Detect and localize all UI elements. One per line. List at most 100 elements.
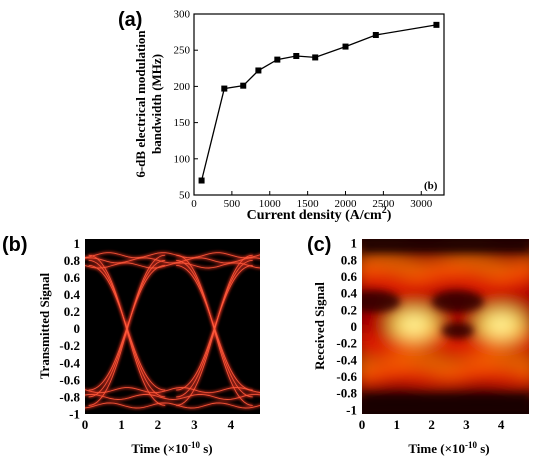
chart-a-y-axis-label-line2: bandwidth (MHz)	[149, 54, 164, 154]
chart-c-density-band	[362, 268, 529, 293]
chart-b-transition-trace	[264, 255, 341, 405]
chart-b-y-tick-label: -0.6	[59, 372, 80, 387]
chart-a-x-tick-label: 500	[224, 198, 241, 210]
chart-a-x-tick-label: 3000	[410, 198, 433, 210]
chart-b-transition-trace	[176, 259, 253, 398]
chart-a-y-axis-label-line1: 6-dB electrical modulation	[133, 30, 148, 178]
chart-c-x-tick-label: 3	[463, 417, 470, 432]
chart-b-x-tick-label: 1	[118, 417, 125, 432]
chart-b-level-trace	[85, 257, 260, 264]
chart-b-x-tick-label: 3	[191, 417, 198, 432]
chart-c-y-tick-label: -0.6	[336, 369, 357, 384]
chart-c-y-tick-label: 1	[351, 236, 358, 251]
chart-b-transition-glow	[264, 255, 341, 405]
chart-c-density-band	[362, 366, 529, 391]
chart-b-transition-trace	[264, 260, 341, 397]
chart-a-series-line	[200, 24, 437, 181]
chart-b-x-tick-label: 0	[82, 417, 89, 432]
chart-c-bottom-dark	[362, 394, 529, 414]
chart-b-transition-glow	[264, 260, 341, 397]
chart-b-eye-traces-sharp	[85, 252, 341, 409]
chart-b-x-axis-label: Time (×10-10 s)	[131, 440, 212, 456]
chart-a-y-tick-label: 100	[174, 153, 191, 165]
chart-c-density-blur	[362, 249, 529, 392]
chart-a-y-tick-label: 150	[174, 117, 191, 129]
chart-b-y-tick-label: -0.4	[59, 355, 80, 370]
chart-a-data-point	[433, 21, 440, 28]
chart-b-y-axis-label: Transmitted Signal	[37, 272, 52, 379]
chart-b-y-tick-label: 1	[74, 236, 81, 251]
chart-b-transition-glow	[264, 260, 341, 397]
chart-a-y-axis-label: 6-dB electrical modulation bandwidth (MH…	[133, 30, 164, 178]
chart-b-x-tick-label: 4	[228, 417, 235, 432]
chart-c-x-tick-label: 2	[428, 417, 435, 432]
chart-b-transition-trace	[264, 255, 341, 405]
chart-b-transition-trace	[264, 265, 341, 390]
chart-a: 50 100 150 200 250 300 0 500 1000 1500 2000 2500 30…	[133, 9, 445, 223]
chart-b-transition-glow	[264, 265, 341, 390]
chart-c-eye-opening	[362, 290, 401, 313]
chart-a-y-tick-label: 50	[179, 190, 191, 202]
chart-b-y-tick-label: -1	[69, 407, 80, 422]
panel-b-label: (b)	[2, 234, 28, 256]
chart-c-crossing-core	[487, 315, 516, 334]
chart-b-y-tick-label: 0.2	[64, 304, 80, 319]
chart-a-data-point	[312, 54, 319, 61]
chart-c-x-axis-label: Time (×10-10 s)	[408, 440, 489, 456]
chart-c-y-tick-label: 0.8	[341, 252, 358, 267]
chart-a-x-tick-label: 2500	[372, 198, 395, 210]
chart-a-data-point	[255, 67, 262, 74]
chart-c-y-tick-label: 0.6	[341, 269, 358, 284]
chart-b-transition-trace	[88, 254, 166, 406]
chart-a-data-point	[342, 43, 349, 50]
chart-a-x-tick-label: 0	[191, 198, 197, 210]
chart-a-x-tick-label: 1500	[297, 198, 320, 210]
chart-c-eye-opening	[441, 322, 474, 339]
chart-a-y-tick-label: 300	[174, 9, 191, 21]
chart-c-density-band	[362, 351, 529, 377]
chart-a-x-tick-label: 2000	[335, 198, 358, 210]
chart-b-y-tick-label: -0.2	[59, 338, 80, 353]
chart-c-y-tick-label: -1	[346, 402, 357, 417]
chart-c-top-dark	[362, 239, 529, 252]
chart-b-transition-trace	[88, 259, 166, 398]
chart-c-y-tick-label: 0.2	[341, 302, 357, 317]
chart-a-y-tick-label: 200	[174, 81, 191, 93]
chart-c-crossing-core	[400, 315, 429, 334]
chart-b-x-tick-label: 2	[155, 417, 162, 432]
chart-c-y-tick-label: 0.4	[341, 286, 358, 301]
chart-b-level-trace	[85, 252, 260, 259]
chart-b-y-tick-label: 0.6	[64, 270, 81, 285]
chart-b-level-trace	[85, 262, 260, 269]
chart-b-level-trace	[85, 393, 260, 400]
chart-a-data-point	[293, 52, 300, 59]
chart-c-y-tick-label: -0.2	[336, 336, 357, 351]
chart-b-transition-glow	[264, 255, 341, 405]
chart-b-level-trace	[85, 402, 260, 409]
chart-b-y-tick-label: -0.8	[59, 389, 80, 404]
chart-a-plot-frame	[193, 13, 445, 196]
chart-c-eye-density	[362, 239, 529, 414]
chart-c-density-band	[362, 254, 529, 279]
chart-a-data-point	[198, 177, 205, 184]
chart-a-inset-label: (b)	[424, 180, 438, 192]
chart-c-x-tick-label: 4	[498, 417, 505, 432]
chart-a-data-point	[372, 31, 379, 38]
chart-b-y-tick-label: 0.4	[64, 287, 81, 302]
chart-b-y-tick-label: 0	[74, 321, 81, 336]
chart-a-x-axis-label: Current density (A/cm2)	[247, 205, 392, 223]
chart-c-y-tick-label: -0.4	[336, 352, 357, 367]
chart-b-level-trace	[85, 387, 260, 394]
chart-a-data-point	[240, 82, 247, 89]
chart-a-data-point	[274, 56, 281, 63]
chart-b-transition-trace	[264, 260, 341, 397]
chart-a-y-tick-label: 250	[174, 45, 191, 57]
chart-b: 1 0.8 0.6 0.4 0.2 0 -0.2 -0.4 -0.6 -0.8 -1 0 1 2 3 4 T…	[37, 236, 341, 456]
chart-c-eye-openings	[362, 239, 529, 414]
chart-c-eye-opening	[431, 290, 484, 313]
chart-c-y-tick-label: 0	[351, 319, 358, 334]
chart-c-x-tick-label: 1	[394, 417, 401, 432]
chart-c-x-tick-label: 0	[359, 417, 366, 432]
chart-b-transition-trace	[176, 254, 253, 406]
